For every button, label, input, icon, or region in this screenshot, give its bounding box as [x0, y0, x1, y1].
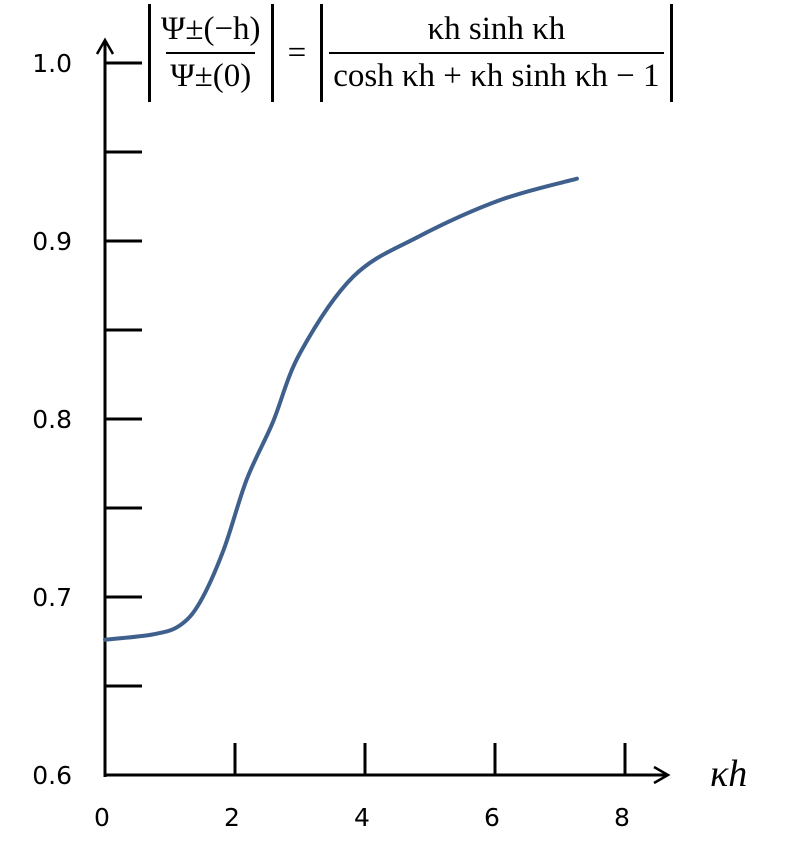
- rhs-abs: κh sinh κh cosh κh + κh sinh κh − 1: [320, 4, 673, 102]
- lhs-denominator: Ψ±(0): [166, 52, 256, 95]
- y-axis-arrow-icon: [95, 37, 115, 55]
- y-tick-label: 0.7: [32, 583, 72, 612]
- formula: Ψ±(−h) Ψ±(0) = κh sinh κh cosh κh + κh s…: [148, 4, 673, 102]
- x-tick-label: 0: [94, 803, 110, 832]
- y-tick-label: 0.6: [32, 761, 72, 790]
- x-axis-arrow-icon: [653, 765, 671, 785]
- lhs-numerator: Ψ±(−h): [161, 11, 261, 47]
- lhs-fraction: Ψ±(−h) Ψ±(0): [157, 11, 265, 95]
- lhs-abs: Ψ±(−h) Ψ±(0): [148, 4, 274, 102]
- rhs-numerator: κh sinh κh: [427, 11, 566, 47]
- y-tick-label: 0.8: [32, 405, 72, 434]
- x-tick-label: 2: [224, 803, 240, 832]
- x-axis-label: κh: [710, 753, 748, 795]
- x-tick-label: 4: [354, 803, 370, 832]
- y-tick-label: 1.0: [32, 49, 72, 78]
- rhs-fraction: κh sinh κh cosh κh + κh sinh κh − 1: [329, 11, 664, 95]
- x-tick-label: 6: [484, 803, 500, 832]
- equals-sign: =: [287, 34, 307, 71]
- series-line: [103, 176, 579, 642]
- y-tick-label: 0.9: [32, 227, 72, 256]
- x-tick-label: 8: [614, 803, 630, 832]
- rhs-denominator: cosh κh + κh sinh κh − 1: [329, 52, 664, 95]
